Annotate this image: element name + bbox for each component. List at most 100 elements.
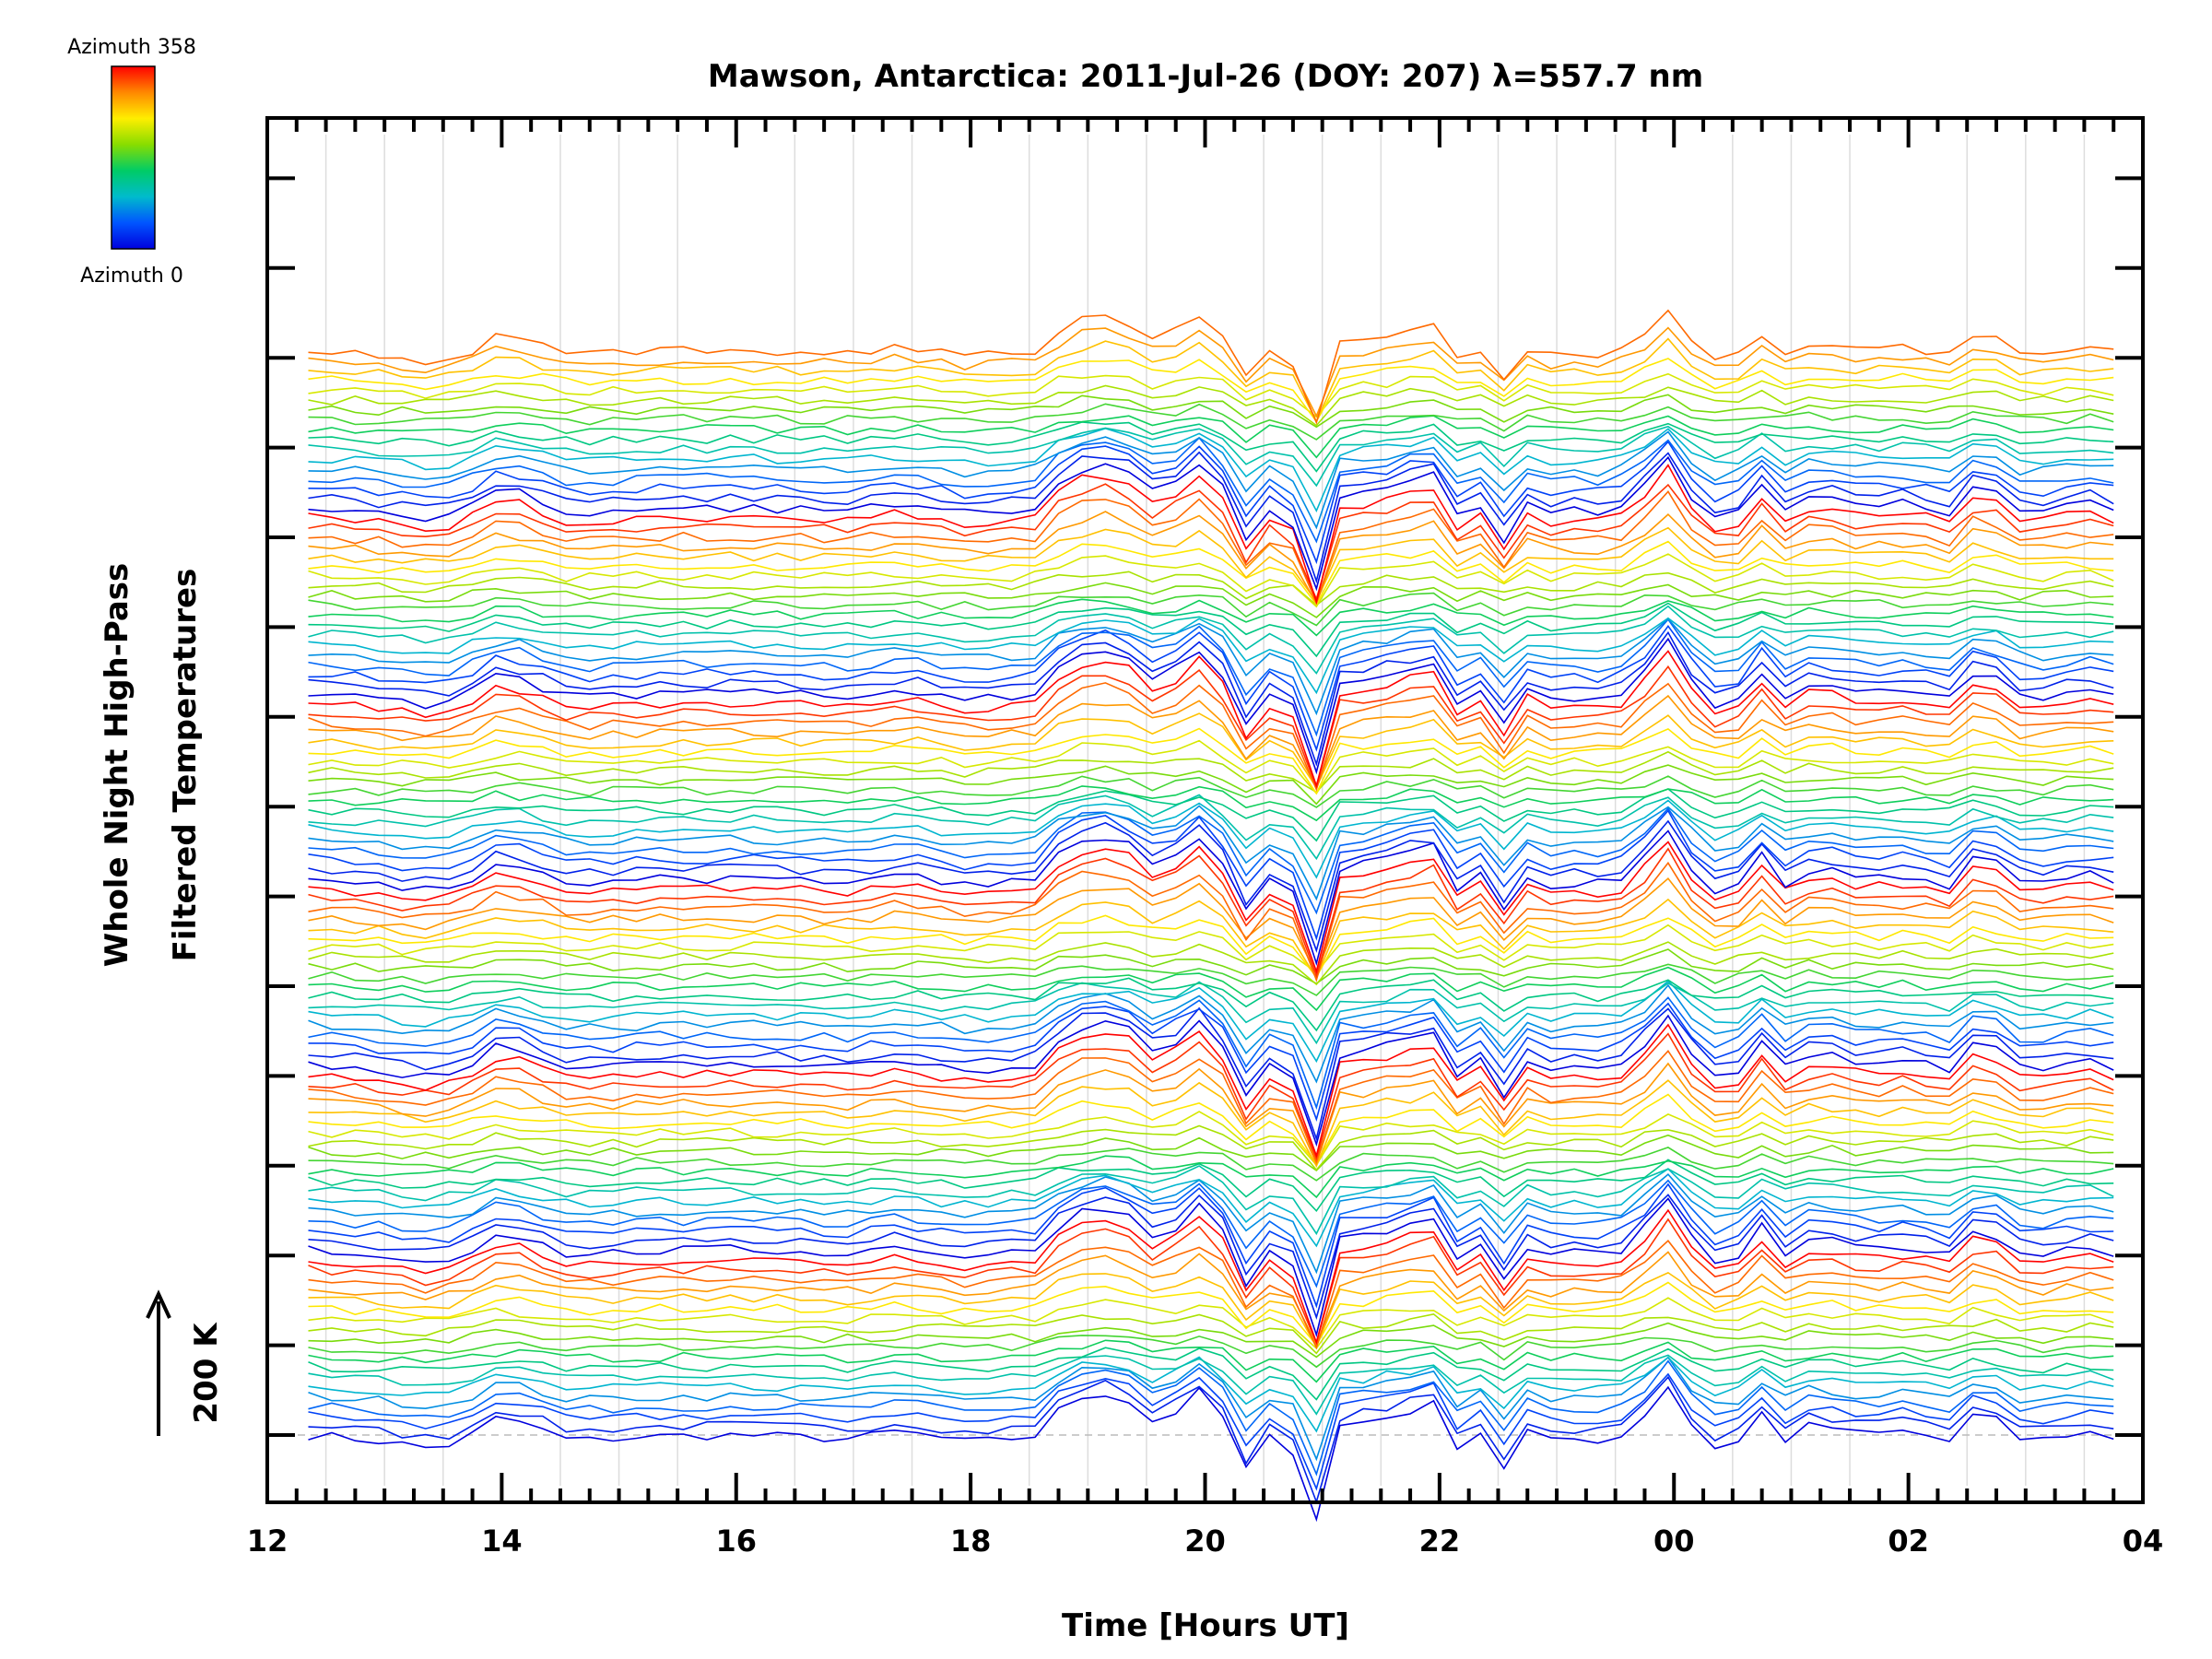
temperature-trace — [308, 682, 2114, 792]
temperature-trace — [308, 1356, 2114, 1462]
temperature-trace — [308, 427, 2114, 513]
x-tick-label: 00 — [1653, 1524, 1695, 1559]
temperature-trace — [308, 727, 2114, 795]
x-tick-label: 02 — [1888, 1524, 1929, 1559]
temperature-trace — [308, 421, 2114, 473]
temperature-trace — [308, 914, 2114, 979]
temperature-trace — [308, 963, 2114, 996]
x-tick-label: 16 — [715, 1524, 757, 1559]
temperature-trace — [308, 605, 2114, 675]
temperature-trace — [308, 941, 2114, 986]
temperature-trace — [308, 750, 2114, 794]
temperature-trace — [308, 617, 2114, 695]
temperature-trace — [308, 540, 2114, 606]
temperature-trace — [308, 526, 2114, 604]
temperature-trace — [308, 436, 2114, 544]
temperature-trace — [308, 384, 2114, 427]
temperature-trace — [308, 582, 2114, 618]
temperature-trace — [308, 624, 2114, 752]
temperature-trace — [308, 618, 2114, 737]
temperature-trace — [308, 1356, 2114, 1433]
temperature-trace — [308, 455, 2114, 592]
temperature-trace — [308, 1271, 2114, 1349]
temperature-trace — [308, 1335, 2114, 1369]
temperature-trace — [308, 489, 2114, 606]
temperature-trace — [308, 598, 2114, 637]
temperature-trace — [308, 819, 2114, 953]
temperature-trace — [308, 1014, 2114, 1147]
colorbar-top-label: Azimuth 358 — [67, 36, 196, 59]
temperature-trace — [308, 1155, 2114, 1199]
temperature-trace — [308, 1339, 2114, 1383]
scale-bar-label: 200 K — [188, 1322, 225, 1424]
temperature-trace — [308, 1168, 2114, 1248]
temperature-trace — [308, 464, 2114, 605]
temperature-trace — [308, 764, 2114, 806]
temperature-trace — [308, 425, 2114, 488]
temperature-trace — [308, 415, 2114, 459]
temperature-trace — [308, 1359, 2114, 1477]
temperature-trace — [308, 1093, 2114, 1165]
temperature-trace — [308, 1218, 2114, 1346]
temperature-trace — [308, 1322, 2114, 1359]
temperature-trace — [308, 1147, 2114, 1182]
temperature-trace — [308, 983, 2114, 1084]
temperature-trace — [308, 1159, 2114, 1213]
temperature-trace — [308, 1208, 2114, 1346]
x-tick-label: 04 — [2123, 1524, 2164, 1559]
azimuth-colorbar — [111, 65, 156, 250]
temperature-trace — [308, 1385, 2114, 1523]
temperature-trace — [308, 1165, 2114, 1236]
temperature-trace — [308, 712, 2114, 790]
temperature-trace — [308, 1023, 2114, 1159]
temperature-trace — [308, 358, 2114, 423]
temperature-trace — [308, 830, 2114, 967]
temperature-trace — [308, 440, 2114, 565]
temperature-trace — [308, 650, 2114, 789]
temperature-traces — [308, 309, 2114, 1523]
temperature-trace — [308, 665, 2114, 790]
temperature-trace — [308, 1197, 2114, 1338]
axis-ticks: 12 14 16 18 20 22 00 02 04 — [247, 118, 2164, 1559]
colorbar-bottom-label: Azimuth 0 — [80, 265, 183, 288]
temperature-trace — [308, 847, 2114, 979]
x-tick-label: 12 — [247, 1524, 288, 1559]
x-tick-label: 14 — [481, 1524, 523, 1559]
temperature-trace — [308, 326, 2114, 418]
temperature-trace — [308, 571, 2114, 606]
temperature-trace — [308, 806, 2114, 915]
temperature-trace — [308, 977, 2114, 1032]
temperature-trace — [308, 1006, 2114, 1142]
temperature-trace — [308, 1062, 2114, 1166]
temperature-trace — [308, 1375, 2114, 1505]
plot-frame — [265, 116, 2145, 1504]
temperature-trace — [308, 1354, 2114, 1416]
temperature-trace — [308, 1111, 2114, 1167]
temperature-trace — [308, 637, 2114, 775]
temperature-trace — [308, 483, 2114, 602]
temperature-trace — [308, 1079, 2114, 1168]
temperature-trace — [308, 1194, 2114, 1321]
temperature-trace — [308, 996, 2114, 1111]
temperature-trace — [308, 1372, 2114, 1491]
temperature-trace — [308, 430, 2114, 530]
temperature-trace — [308, 861, 2114, 982]
temperature-trace — [308, 1179, 2114, 1288]
temperature-trace — [308, 602, 2114, 658]
temperature-trace — [308, 592, 2114, 627]
temperature-trace — [308, 372, 2114, 418]
temperature-trace — [308, 799, 2114, 879]
temperature-trace — [308, 1172, 2114, 1275]
y-axis-label-line2: Filtered Temperatures — [167, 569, 204, 962]
temperature-trace — [308, 809, 2114, 941]
temperature-trace — [308, 775, 2114, 808]
temperature-trace — [308, 924, 2114, 974]
x-tick-label: 18 — [950, 1524, 992, 1559]
x-tick-label: 20 — [1184, 1524, 1226, 1559]
temperature-trace — [308, 1050, 2114, 1164]
temperature-trace — [308, 966, 2114, 1012]
temperature-trace — [308, 511, 2114, 606]
temperature-trace — [308, 948, 2114, 985]
temperature-trace — [308, 788, 2114, 842]
temperature-trace — [308, 403, 2114, 441]
